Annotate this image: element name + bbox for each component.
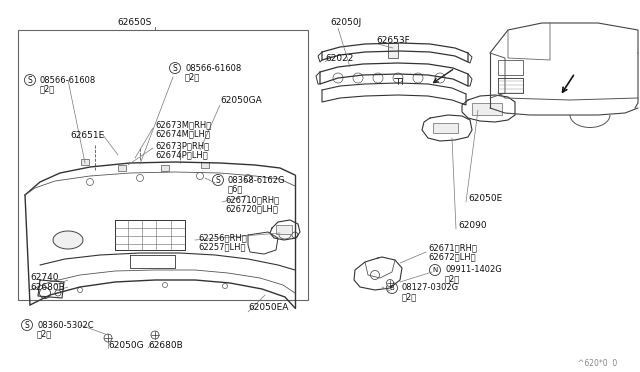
Text: （2）: （2） xyxy=(402,292,417,301)
Text: 08127-0302G: 08127-0302G xyxy=(402,283,459,292)
Text: 62680B: 62680B xyxy=(148,340,183,350)
Circle shape xyxy=(55,290,61,296)
Text: 62256（RH）: 62256（RH） xyxy=(198,234,247,243)
Text: 09911-1402G: 09911-1402G xyxy=(445,266,502,275)
Circle shape xyxy=(353,73,363,83)
Text: （2）: （2） xyxy=(185,73,200,81)
Circle shape xyxy=(371,270,380,279)
Circle shape xyxy=(163,282,168,288)
Circle shape xyxy=(373,73,383,83)
Circle shape xyxy=(151,331,159,339)
Circle shape xyxy=(86,179,93,186)
Bar xyxy=(498,60,523,75)
Text: S: S xyxy=(216,176,220,185)
Circle shape xyxy=(435,73,445,83)
Bar xyxy=(433,123,458,133)
Text: 62022: 62022 xyxy=(325,54,353,62)
Text: B: B xyxy=(390,285,394,291)
Text: 626710（RH）: 626710（RH） xyxy=(225,196,279,205)
Circle shape xyxy=(212,174,223,186)
Text: 62674M（LH）: 62674M（LH） xyxy=(155,129,210,138)
Bar xyxy=(276,225,292,234)
Circle shape xyxy=(292,232,298,238)
Text: S: S xyxy=(173,64,177,73)
Bar xyxy=(388,43,398,58)
Text: 62673M（RH）: 62673M（RH） xyxy=(155,121,211,129)
Text: （2）: （2） xyxy=(37,330,52,339)
Text: 62050E: 62050E xyxy=(468,193,502,202)
Circle shape xyxy=(393,73,403,83)
Text: 62671（RH）: 62671（RH） xyxy=(428,244,477,253)
Text: （2）: （2） xyxy=(40,84,55,93)
Circle shape xyxy=(244,174,252,182)
Text: 08566-61608: 08566-61608 xyxy=(40,76,96,84)
Circle shape xyxy=(77,288,83,292)
Bar xyxy=(472,103,502,115)
Circle shape xyxy=(223,283,227,289)
Text: 08368-6162G: 08368-6162G xyxy=(228,176,285,185)
Text: 62050GA: 62050GA xyxy=(220,96,262,105)
Bar xyxy=(201,162,209,168)
Text: 626720（LH）: 626720（LH） xyxy=(225,205,278,214)
Bar xyxy=(18,30,308,300)
Circle shape xyxy=(40,288,51,298)
Text: 62680B: 62680B xyxy=(30,282,65,292)
Circle shape xyxy=(104,334,112,342)
Text: 62653F: 62653F xyxy=(376,35,410,45)
Text: 62673P（RH）: 62673P（RH） xyxy=(155,141,209,151)
Text: 62650S: 62650S xyxy=(118,17,152,26)
Text: 62050J: 62050J xyxy=(330,17,361,26)
Bar xyxy=(81,159,89,165)
Text: 62257（LH）: 62257（LH） xyxy=(198,243,246,251)
Ellipse shape xyxy=(53,231,83,249)
Text: 62672（LH）: 62672（LH） xyxy=(428,253,476,262)
Text: S: S xyxy=(24,321,29,330)
Circle shape xyxy=(170,62,180,74)
Bar xyxy=(118,165,126,171)
Text: 62090: 62090 xyxy=(458,221,486,230)
Text: S: S xyxy=(28,76,33,84)
Circle shape xyxy=(413,73,423,83)
Circle shape xyxy=(387,282,397,294)
Circle shape xyxy=(387,279,394,286)
Text: 08566-61608: 08566-61608 xyxy=(185,64,241,73)
Circle shape xyxy=(333,73,343,83)
Bar xyxy=(161,165,169,171)
Text: N: N xyxy=(433,267,438,273)
Ellipse shape xyxy=(279,231,291,239)
Circle shape xyxy=(22,320,33,330)
Text: 62050G: 62050G xyxy=(108,340,143,350)
Text: ^620*0  0: ^620*0 0 xyxy=(578,359,617,369)
Text: 08360-5302C: 08360-5302C xyxy=(37,321,93,330)
Text: （2）: （2） xyxy=(445,275,460,283)
Circle shape xyxy=(429,264,440,276)
Text: （6）: （6） xyxy=(228,185,243,193)
Text: 62651E: 62651E xyxy=(70,131,104,140)
Circle shape xyxy=(136,174,143,182)
Text: 62050EA: 62050EA xyxy=(248,304,289,312)
Text: 62740: 62740 xyxy=(30,273,58,282)
Circle shape xyxy=(24,74,35,86)
Text: 62674P（LH）: 62674P（LH） xyxy=(155,151,208,160)
Circle shape xyxy=(196,173,204,180)
